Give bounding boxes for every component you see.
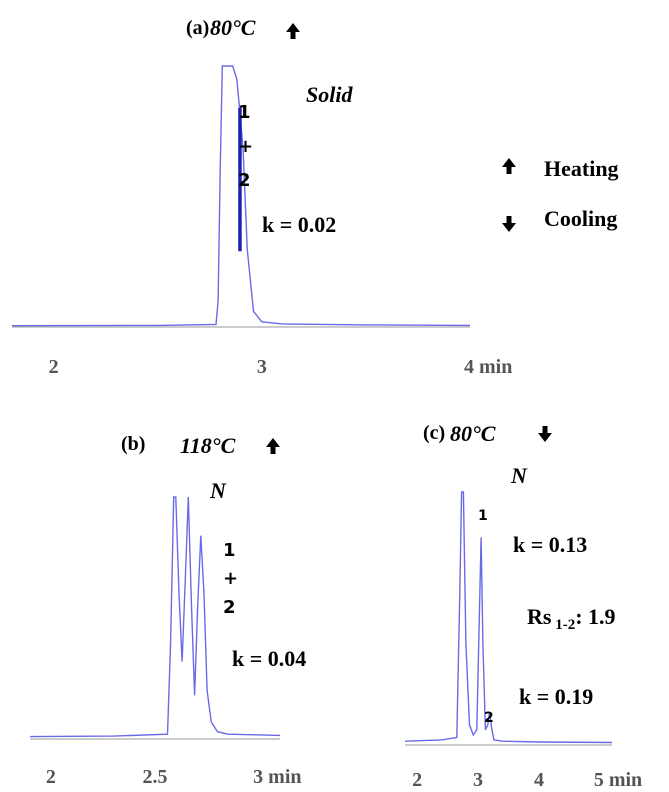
panel-b-series-line	[29, 496, 281, 738]
panel-c-resolution-annotation: Rs 1-2: 1.9	[527, 604, 616, 633]
panel-a-peak-label-plus: +	[238, 136, 253, 157]
arrow-down-icon	[538, 426, 552, 442]
panel-a-phase: Solid	[306, 82, 353, 107]
panel-b-peak-label-2: 2	[223, 597, 236, 618]
x-tick-label: 3 min	[253, 766, 301, 788]
x-tick-label: 3	[473, 769, 483, 791]
panel-c-temperature: 80°C	[450, 421, 496, 446]
panel-b: (b) 118°C 2 2.5 3 min N 1 + 2 k = 0.04	[29, 433, 306, 788]
panel-b-phase: N	[209, 478, 227, 503]
panel-c-phase: N	[510, 463, 528, 488]
panel-b-temperature: 118°C	[180, 433, 236, 458]
arrow-up-icon	[286, 23, 300, 39]
panel-c-peak-label-1: 1	[478, 508, 488, 524]
panel-a-label: (a)	[186, 17, 209, 39]
x-tick-label: 2	[49, 356, 59, 378]
x-tick-label: 5 min	[594, 769, 642, 791]
panel-c-peak-label-2: 2	[484, 710, 494, 726]
panel-a-k-annotation: k = 0.02	[262, 212, 336, 237]
legend-heating-label: Heating	[544, 156, 619, 181]
panel-c-series-line	[404, 491, 613, 744]
arrow-up-icon	[266, 438, 280, 454]
x-tick-label: 2	[46, 766, 56, 788]
panel-c: (c) 80°C 2 3 4 5 min N 1 2 k = 0.13 Rs 1-2:…	[404, 421, 642, 791]
panel-b-x-ticks: 2 2.5 3 min	[46, 766, 302, 788]
x-tick-label: 2	[412, 769, 422, 791]
panel-b-k-annotation: k = 0.04	[232, 646, 306, 671]
legend-arrow-up-icon	[502, 158, 516, 174]
legend: Heating Cooling	[502, 156, 619, 232]
panel-c-k2-annotation: k = 0.19	[519, 684, 593, 709]
panel-b-peak-label-1: 1	[223, 540, 236, 561]
x-tick-label: 3	[257, 356, 267, 378]
legend-arrow-down-icon	[502, 216, 516, 232]
panel-c-label: (c)	[423, 422, 445, 444]
panel-a-x-ticks: 2 3 4 min	[49, 356, 513, 378]
panel-c-x-ticks: 2 3 4 5 min	[412, 769, 642, 791]
panel-a: (a) 80°C 2 3 4 min Solid 1 + 2 k = 0.02	[11, 15, 513, 378]
panel-b-label: (b)	[121, 433, 145, 455]
panel-a-peak-label-2: 2	[238, 170, 251, 191]
x-tick-label: 4 min	[464, 356, 512, 378]
legend-cooling-label: Cooling	[544, 206, 617, 231]
panel-a-series-line	[11, 65, 471, 327]
panel-b-peak-label-plus: +	[223, 568, 238, 589]
panel-c-k1-annotation: k = 0.13	[513, 532, 587, 557]
panel-a-temperature: 80°C	[210, 15, 256, 40]
x-tick-label: 2.5	[143, 766, 168, 788]
x-tick-label: 4	[534, 769, 544, 791]
panel-a-peak-label-1: 1	[238, 102, 251, 123]
